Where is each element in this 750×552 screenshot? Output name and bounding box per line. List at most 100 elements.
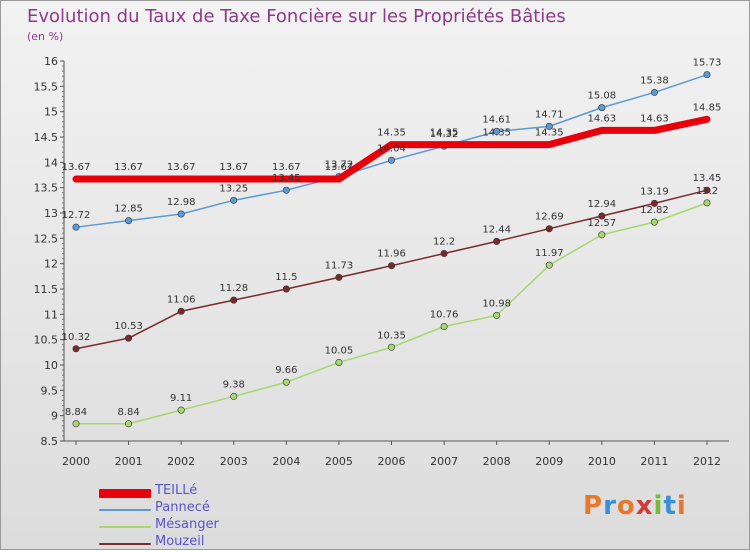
data-point [282, 186, 290, 194]
data-label: 11.73 [325, 260, 354, 271]
data-point [387, 156, 395, 164]
y-tick-label: 12.5 [34, 232, 59, 245]
data-label: 14.35 [430, 128, 459, 139]
data-label: 12.72 [62, 210, 91, 221]
data-label: 11.96 [377, 249, 406, 260]
data-label: 9.11 [170, 393, 192, 404]
data-point [125, 420, 133, 428]
series-line-mouzeil [75, 189, 708, 350]
y-tick-label: 12 [44, 258, 58, 271]
y-tick-label: 15.5 [34, 80, 59, 93]
x-tick-label: 2008 [483, 455, 511, 468]
data-label: 13.67 [62, 162, 91, 173]
data-label: 13.72 [325, 160, 354, 171]
x-tick-label: 2000 [62, 455, 90, 468]
data-label: 15.38 [640, 75, 669, 86]
data-label: 14.35 [377, 128, 406, 139]
y-tick-label: 13 [44, 207, 58, 220]
x-tick-label: 2011 [640, 455, 668, 468]
y-tick-label: 11.5 [34, 283, 59, 296]
data-label: 9.38 [223, 379, 245, 390]
data-label: 13.67 [167, 162, 196, 173]
data-point [230, 392, 238, 400]
series-line-mésanger [75, 202, 708, 425]
data-point [177, 210, 185, 218]
data-label: 14.61 [482, 114, 511, 125]
data-label: 13.19 [640, 186, 669, 197]
legend-label: Mésanger [155, 517, 219, 532]
x-tick-label: 2006 [378, 455, 406, 468]
data-label: 12.94 [588, 199, 617, 210]
legend-swatch [99, 489, 151, 498]
data-point [650, 218, 658, 226]
data-point [493, 311, 501, 319]
data-point [230, 196, 238, 204]
y-tick-label: 9.5 [41, 384, 59, 397]
data-label: 10.76 [430, 309, 459, 320]
proxiti-logo: Proxiti [583, 491, 687, 521]
data-label: 10.05 [325, 345, 354, 356]
data-label: 10.32 [62, 332, 91, 343]
data-label: 10.98 [482, 298, 511, 309]
y-tick-label: 8.5 [41, 435, 59, 448]
data-point [703, 186, 711, 194]
data-point [440, 250, 448, 258]
legend-swatch [99, 543, 151, 545]
data-label: 15.73 [693, 58, 722, 69]
data-point [177, 406, 185, 414]
data-point [335, 358, 343, 366]
data-point [440, 322, 448, 330]
data-label: 12.82 [640, 205, 669, 216]
data-label: 15.08 [588, 91, 617, 102]
data-point [125, 217, 133, 225]
data-point [335, 273, 343, 281]
x-tick-label: 2002 [167, 455, 195, 468]
data-label: 11.06 [167, 294, 196, 305]
data-point [650, 199, 658, 207]
data-label: 14.35 [482, 128, 511, 139]
data-point [493, 127, 501, 135]
data-label: 14.63 [640, 113, 669, 124]
y-tick-label: 10 [44, 359, 58, 372]
y-tick-label: 15 [44, 106, 58, 119]
data-point [493, 237, 501, 245]
data-label: 13.45 [693, 173, 722, 184]
x-tick-label: 2005 [325, 455, 353, 468]
y-tick-label: 10.5 [34, 334, 59, 347]
data-point [387, 343, 395, 351]
data-label: 13.2 [696, 186, 718, 197]
data-label: 12.2 [433, 237, 455, 248]
data-label: 12.85 [114, 204, 143, 215]
data-point [703, 71, 711, 79]
y-tick-label: 14 [44, 156, 58, 169]
y-tick-label: 16 [44, 55, 58, 68]
data-label: 13.67 [114, 162, 143, 173]
data-label: 14.63 [588, 113, 617, 124]
x-tick-label: 2007 [430, 455, 458, 468]
data-point [650, 88, 658, 96]
legend-swatch [99, 526, 151, 528]
data-point [72, 345, 80, 353]
data-point [598, 231, 606, 239]
data-point [282, 378, 290, 386]
data-point [703, 199, 711, 207]
x-tick-label: 2004 [272, 455, 300, 468]
legend-label: TEILLé [155, 483, 198, 498]
x-tick-label: 2001 [115, 455, 143, 468]
y-tick-label: 14.5 [34, 131, 59, 144]
data-label: 14.85 [693, 102, 722, 113]
data-point [545, 225, 553, 233]
data-point [72, 223, 80, 231]
data-label: 14.04 [377, 143, 406, 154]
data-point [125, 334, 133, 342]
data-point [598, 104, 606, 112]
data-label: 13.67 [272, 162, 301, 173]
data-label: 9.66 [275, 365, 297, 376]
data-label: 13.67 [325, 162, 354, 173]
legend-label: Mouzeil [155, 534, 205, 549]
data-label: 13.67 [219, 162, 248, 173]
data-point [545, 261, 553, 269]
legend-swatch [99, 509, 151, 511]
